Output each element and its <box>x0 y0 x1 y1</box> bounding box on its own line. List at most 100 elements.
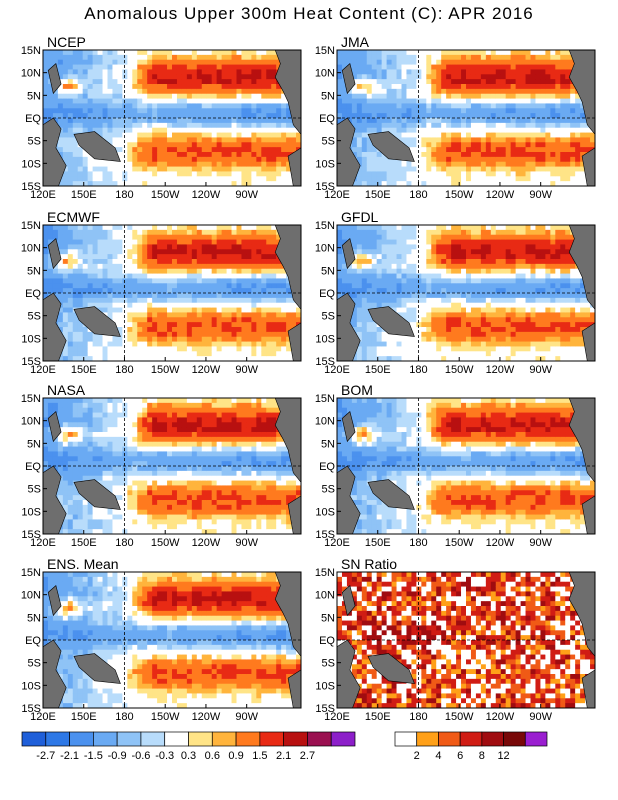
heatmap-cell <box>421 137 427 143</box>
heatmap-cell <box>251 327 257 333</box>
heatmap-cell <box>441 142 447 148</box>
heatmap-cell <box>381 88 388 95</box>
heatmap-cell <box>211 156 218 163</box>
lat-tick-label: 15N <box>315 45 335 57</box>
heatmap-cell <box>226 79 232 85</box>
heatmap-cell <box>72 312 79 318</box>
heatmap-cell <box>72 161 79 167</box>
heatmap-cell <box>157 142 163 148</box>
heatmap-cell <box>206 50 213 56</box>
heatmap-cell <box>196 273 203 279</box>
heatmap-cell <box>396 356 402 361</box>
heatmap-cell <box>102 108 108 114</box>
heatmap-cell <box>406 259 412 265</box>
heatmap-cell <box>132 327 138 333</box>
heatmap-cell <box>426 122 432 129</box>
heatmap-cell <box>186 74 193 80</box>
heatmap-cell <box>67 84 74 90</box>
heatmap-cell <box>201 54 208 61</box>
heatmap-cell <box>421 50 427 56</box>
heatmap-cell <box>67 239 74 245</box>
heatmap-cell <box>216 132 223 138</box>
heatmap-cell <box>421 166 427 172</box>
heatmap-cell <box>411 293 417 299</box>
heatmap-cell <box>261 327 267 333</box>
heatmap-cell <box>515 181 521 186</box>
heatmap-cell <box>251 176 257 182</box>
heatmap-cell <box>107 93 113 99</box>
heatmap-cell <box>281 137 287 143</box>
heatmap-cell <box>172 288 178 294</box>
heatmap-cell <box>216 229 223 236</box>
heatmap-cell <box>376 122 383 129</box>
heatmap-cell <box>52 225 59 231</box>
heatmap-cell <box>461 152 467 158</box>
heatmap-cell <box>530 118 536 124</box>
heatmap-cell <box>560 147 566 153</box>
heatmap-cell <box>122 79 128 85</box>
heatmap-cell <box>451 64 457 70</box>
heatmap-cell <box>221 263 227 270</box>
heatmap-cell <box>421 127 427 133</box>
heatmap-cell <box>77 341 84 347</box>
heatmap-cell <box>550 132 556 138</box>
heatmap-cell <box>376 341 383 347</box>
heatmap-cell <box>251 278 257 284</box>
heatmap-cell <box>43 263 49 270</box>
heatmap-cell <box>510 118 517 124</box>
heatmap-cell <box>236 293 242 299</box>
heatmap-cell <box>505 50 512 56</box>
heatmap-cell <box>391 229 397 236</box>
heatmap-cell <box>441 176 447 182</box>
heatmap-cell <box>256 351 262 357</box>
heatmap-cell <box>196 302 203 308</box>
heatmap-cell <box>436 64 442 70</box>
heatmap-cell <box>366 88 373 95</box>
heatmap-cell <box>157 244 163 250</box>
heatmap-cell <box>142 79 148 85</box>
heatmap-cell <box>371 147 378 153</box>
heatmap-cell <box>152 50 158 56</box>
heatmap-cell <box>530 166 536 172</box>
heatmap-cell <box>162 263 168 270</box>
heatmap-cell <box>401 50 407 56</box>
heatmap-cell <box>246 156 252 163</box>
heatmap-cell <box>211 103 218 109</box>
heatmap-cell <box>396 181 402 186</box>
heatmap-cell <box>401 69 407 75</box>
heatmap-cell <box>172 317 178 323</box>
heatmap-cell <box>196 307 203 313</box>
heatmap-cell <box>221 108 227 114</box>
heatmap-cell <box>366 176 373 182</box>
heatmap-cell <box>510 50 517 56</box>
heatmap-cell <box>82 74 89 80</box>
heatmap-cell <box>426 98 432 104</box>
heatmap-cell <box>226 283 232 289</box>
heatmap-cell <box>167 50 173 56</box>
heatmap-cell <box>147 317 153 323</box>
heatmap-cell <box>157 74 163 80</box>
heatmap-cell <box>381 263 388 270</box>
heatmap-cell <box>117 98 123 104</box>
heatmap-cell <box>431 283 437 289</box>
heatmap-cell <box>137 297 143 304</box>
heatmap-cell <box>57 88 64 95</box>
heatmap-cell <box>281 283 287 289</box>
heatmap-cell <box>261 293 267 299</box>
heatmap-cell <box>426 88 432 95</box>
heatmap-cell <box>446 54 452 61</box>
heatmap-cell <box>167 229 173 236</box>
heatmap-cell <box>337 234 343 240</box>
heatmap-cell <box>137 166 143 172</box>
heatmap-cell <box>132 74 138 80</box>
heatmap-cell <box>456 50 462 56</box>
heatmap-cell <box>461 108 467 114</box>
heatmap-cell <box>520 147 526 153</box>
heatmap-cell <box>82 161 89 167</box>
heatmap-cell <box>186 273 193 279</box>
heatmap-cell <box>43 239 49 245</box>
heatmap-cell <box>271 288 277 294</box>
heatmap-cell <box>261 132 267 138</box>
heatmap-cell <box>545 166 551 172</box>
heatmap-cell <box>77 74 84 80</box>
